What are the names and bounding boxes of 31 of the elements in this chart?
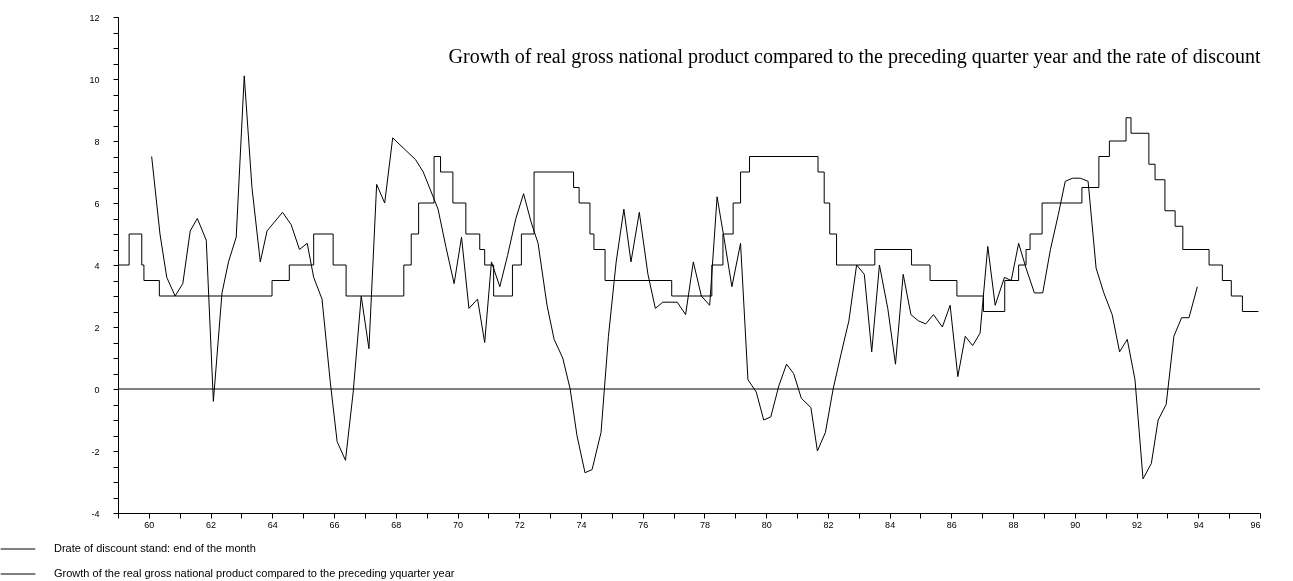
y-tick-label: -2 [91, 446, 100, 457]
x-tick-label: 88 [1008, 519, 1019, 530]
x-tick-label: 80 [761, 519, 772, 530]
y-tick-label: 10 [89, 74, 100, 85]
x-tick-label: 70 [453, 519, 464, 530]
x-tick-label: 62 [206, 519, 217, 530]
x-tick-label: 64 [267, 519, 278, 530]
x-tick-label: 68 [391, 519, 402, 530]
x-tick-label: 92 [1132, 519, 1143, 530]
x-tick-label: 90 [1070, 519, 1081, 530]
x-tick-label: 86 [946, 519, 957, 530]
x-tick-label: 66 [329, 519, 340, 530]
x-tick-label: 60 [144, 519, 155, 530]
x-tick-label: 78 [699, 519, 710, 530]
x-tick-label: 74 [576, 519, 587, 530]
y-tick-label: 6 [94, 198, 100, 209]
x-tick-label: 84 [885, 519, 896, 530]
y-tick-label: 8 [94, 136, 100, 147]
y-tick-label: 2 [94, 322, 100, 333]
y-tick-label: 0 [94, 384, 100, 395]
legend-label: Growth of the real gross national product compared to the preceding yquarter year [54, 567, 455, 579]
x-tick-label: 76 [638, 519, 649, 530]
legend-label: Drate of discount stand: end of the month [54, 542, 256, 554]
x-tick-label: 72 [514, 519, 525, 530]
x-tick-label: 82 [823, 519, 834, 530]
text: Growth of real gross national product compared to the preceding quarter year and the rate of discount [448, 45, 1261, 68]
y-tick-label: -4 [91, 508, 100, 519]
y-tick-label: 4 [94, 260, 100, 271]
x-tick-label: 94 [1193, 519, 1204, 530]
x-tick-label: 96 [1250, 519, 1261, 530]
y-tick-label: 12 [89, 12, 100, 23]
